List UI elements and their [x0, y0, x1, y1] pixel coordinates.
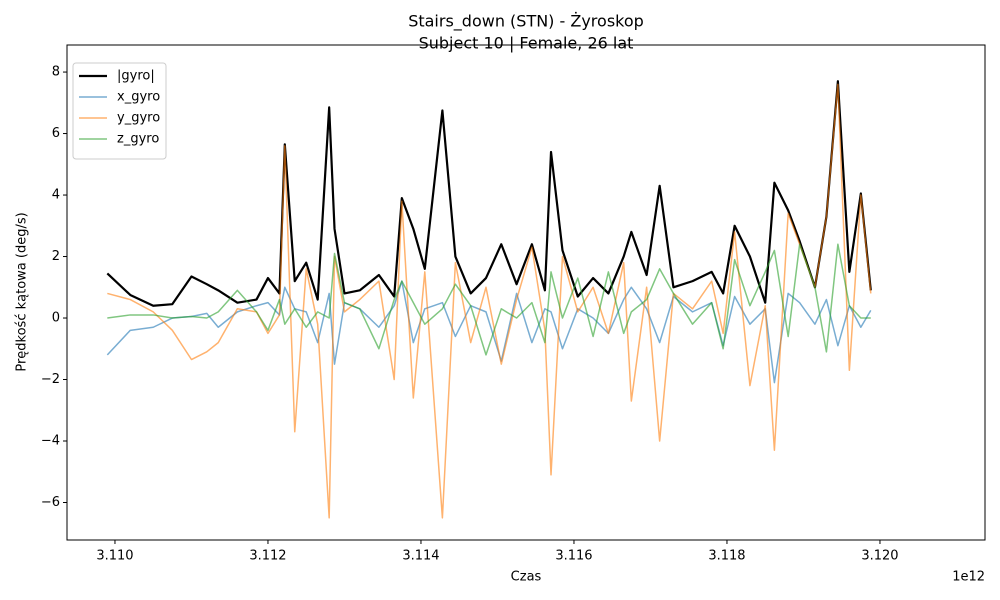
x-offset-label: 1e12 — [952, 570, 985, 585]
y-tick-label: −4 — [41, 434, 60, 449]
x-tick-label: 3.116 — [555, 549, 592, 564]
y-tick-label: −2 — [41, 372, 60, 387]
x-tick-label: 3.110 — [96, 549, 133, 564]
data-line — [107, 243, 871, 356]
legend-label: z_gyro — [117, 132, 159, 147]
data-line — [106, 280, 872, 384]
legend-label: |gyro| — [117, 69, 155, 84]
x-axis-label: Czas — [511, 570, 542, 585]
legend-box — [72, 62, 167, 160]
y-tick-label: 6 — [52, 126, 60, 141]
legend-label: x_gyro — [117, 90, 160, 105]
y-tick-label: 8 — [52, 65, 60, 80]
plot-frame — [66, 44, 986, 541]
data-line — [106, 80, 872, 307]
x-tick-label: 3.112 — [249, 549, 286, 564]
y-tick-label: 4 — [52, 188, 60, 203]
data-line — [107, 83, 872, 519]
x-tick-label: 3.118 — [708, 549, 745, 564]
y-tick-label: −6 — [41, 495, 60, 510]
chart-title: Stairs_down (STN) - Żyroskop — [408, 12, 644, 32]
legend-label: y_gyro — [117, 111, 160, 126]
y-axis-label: Prędkość kątowa (deg/s) — [15, 212, 30, 371]
x-tick-label: 3.114 — [402, 549, 439, 564]
y-tick-label: 2 — [52, 249, 60, 264]
y-tick-label: 0 — [52, 311, 60, 326]
chart-subtitle: Subject 10 | Female, 26 lat — [419, 34, 634, 53]
x-tick-label: 3.120 — [861, 549, 898, 564]
